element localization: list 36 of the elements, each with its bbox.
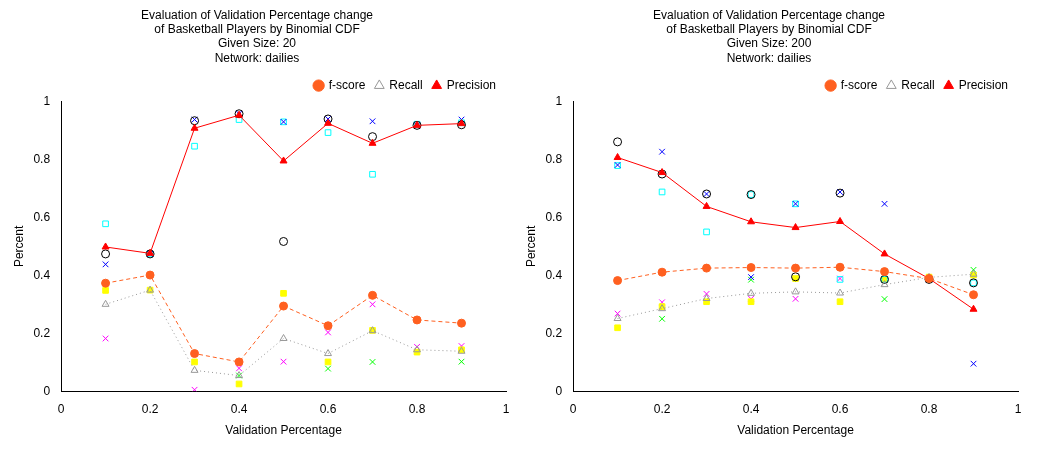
legend-label: Recall [901,77,935,92]
x-tick-label: 0.8 [408,401,426,416]
y-tick-label: 0 [43,383,51,398]
x-axis-title: Validation Percentage [225,423,343,438]
y-tick-label: 0 [555,383,563,398]
y-axis-title: Percent [523,225,538,268]
x-tick-label: 0.8 [920,401,938,416]
y-tick-label: 1 [43,93,51,108]
x-tick-label: 0.2 [141,401,159,416]
y-tick-label: 0.8 [545,151,563,166]
x-tick-label: 1 [1014,401,1022,416]
legend-label: Precision [446,77,497,92]
x-tick-label: 0.6 [319,401,337,416]
y-tick-label: 0.2 [33,325,51,340]
legend-label: Precision [958,77,1009,92]
y-tick-label: 1 [555,93,563,108]
y-tick-label: 0.8 [33,151,51,166]
y-axis-title: Percent [11,225,26,268]
chart-title: Evaluation of Validation Percentage change of Basketball Players by Binomial CDF Given Size: 20 Network: dailies [141,7,374,65]
x-axis-title: Validation Percentage [737,423,855,438]
legend-label: Recall [389,77,423,92]
y-tick-label: 0.4 [545,267,563,282]
chart-title: Evaluation of Validation Percentage change of Basketball Players by Binomial CDF Given Size: 200 Network: dailies [653,7,886,65]
y-tick-label: 0.2 [545,325,563,340]
x-tick-label: 0.4 [230,401,248,416]
legend-label: f-score [840,77,878,92]
x-tick-label: 0 [569,401,577,416]
x-tick-label: 0.2 [653,401,671,416]
x-tick-label: 0.6 [831,401,849,416]
x-tick-label: 0.4 [742,401,760,416]
y-tick-label: 0.6 [545,209,563,224]
y-tick-label: 0.4 [33,267,51,282]
x-tick-label: 1 [502,401,510,416]
legend-label: f-score [328,77,366,92]
y-tick-label: 0.6 [33,209,51,224]
x-tick-label: 0 [57,401,65,416]
